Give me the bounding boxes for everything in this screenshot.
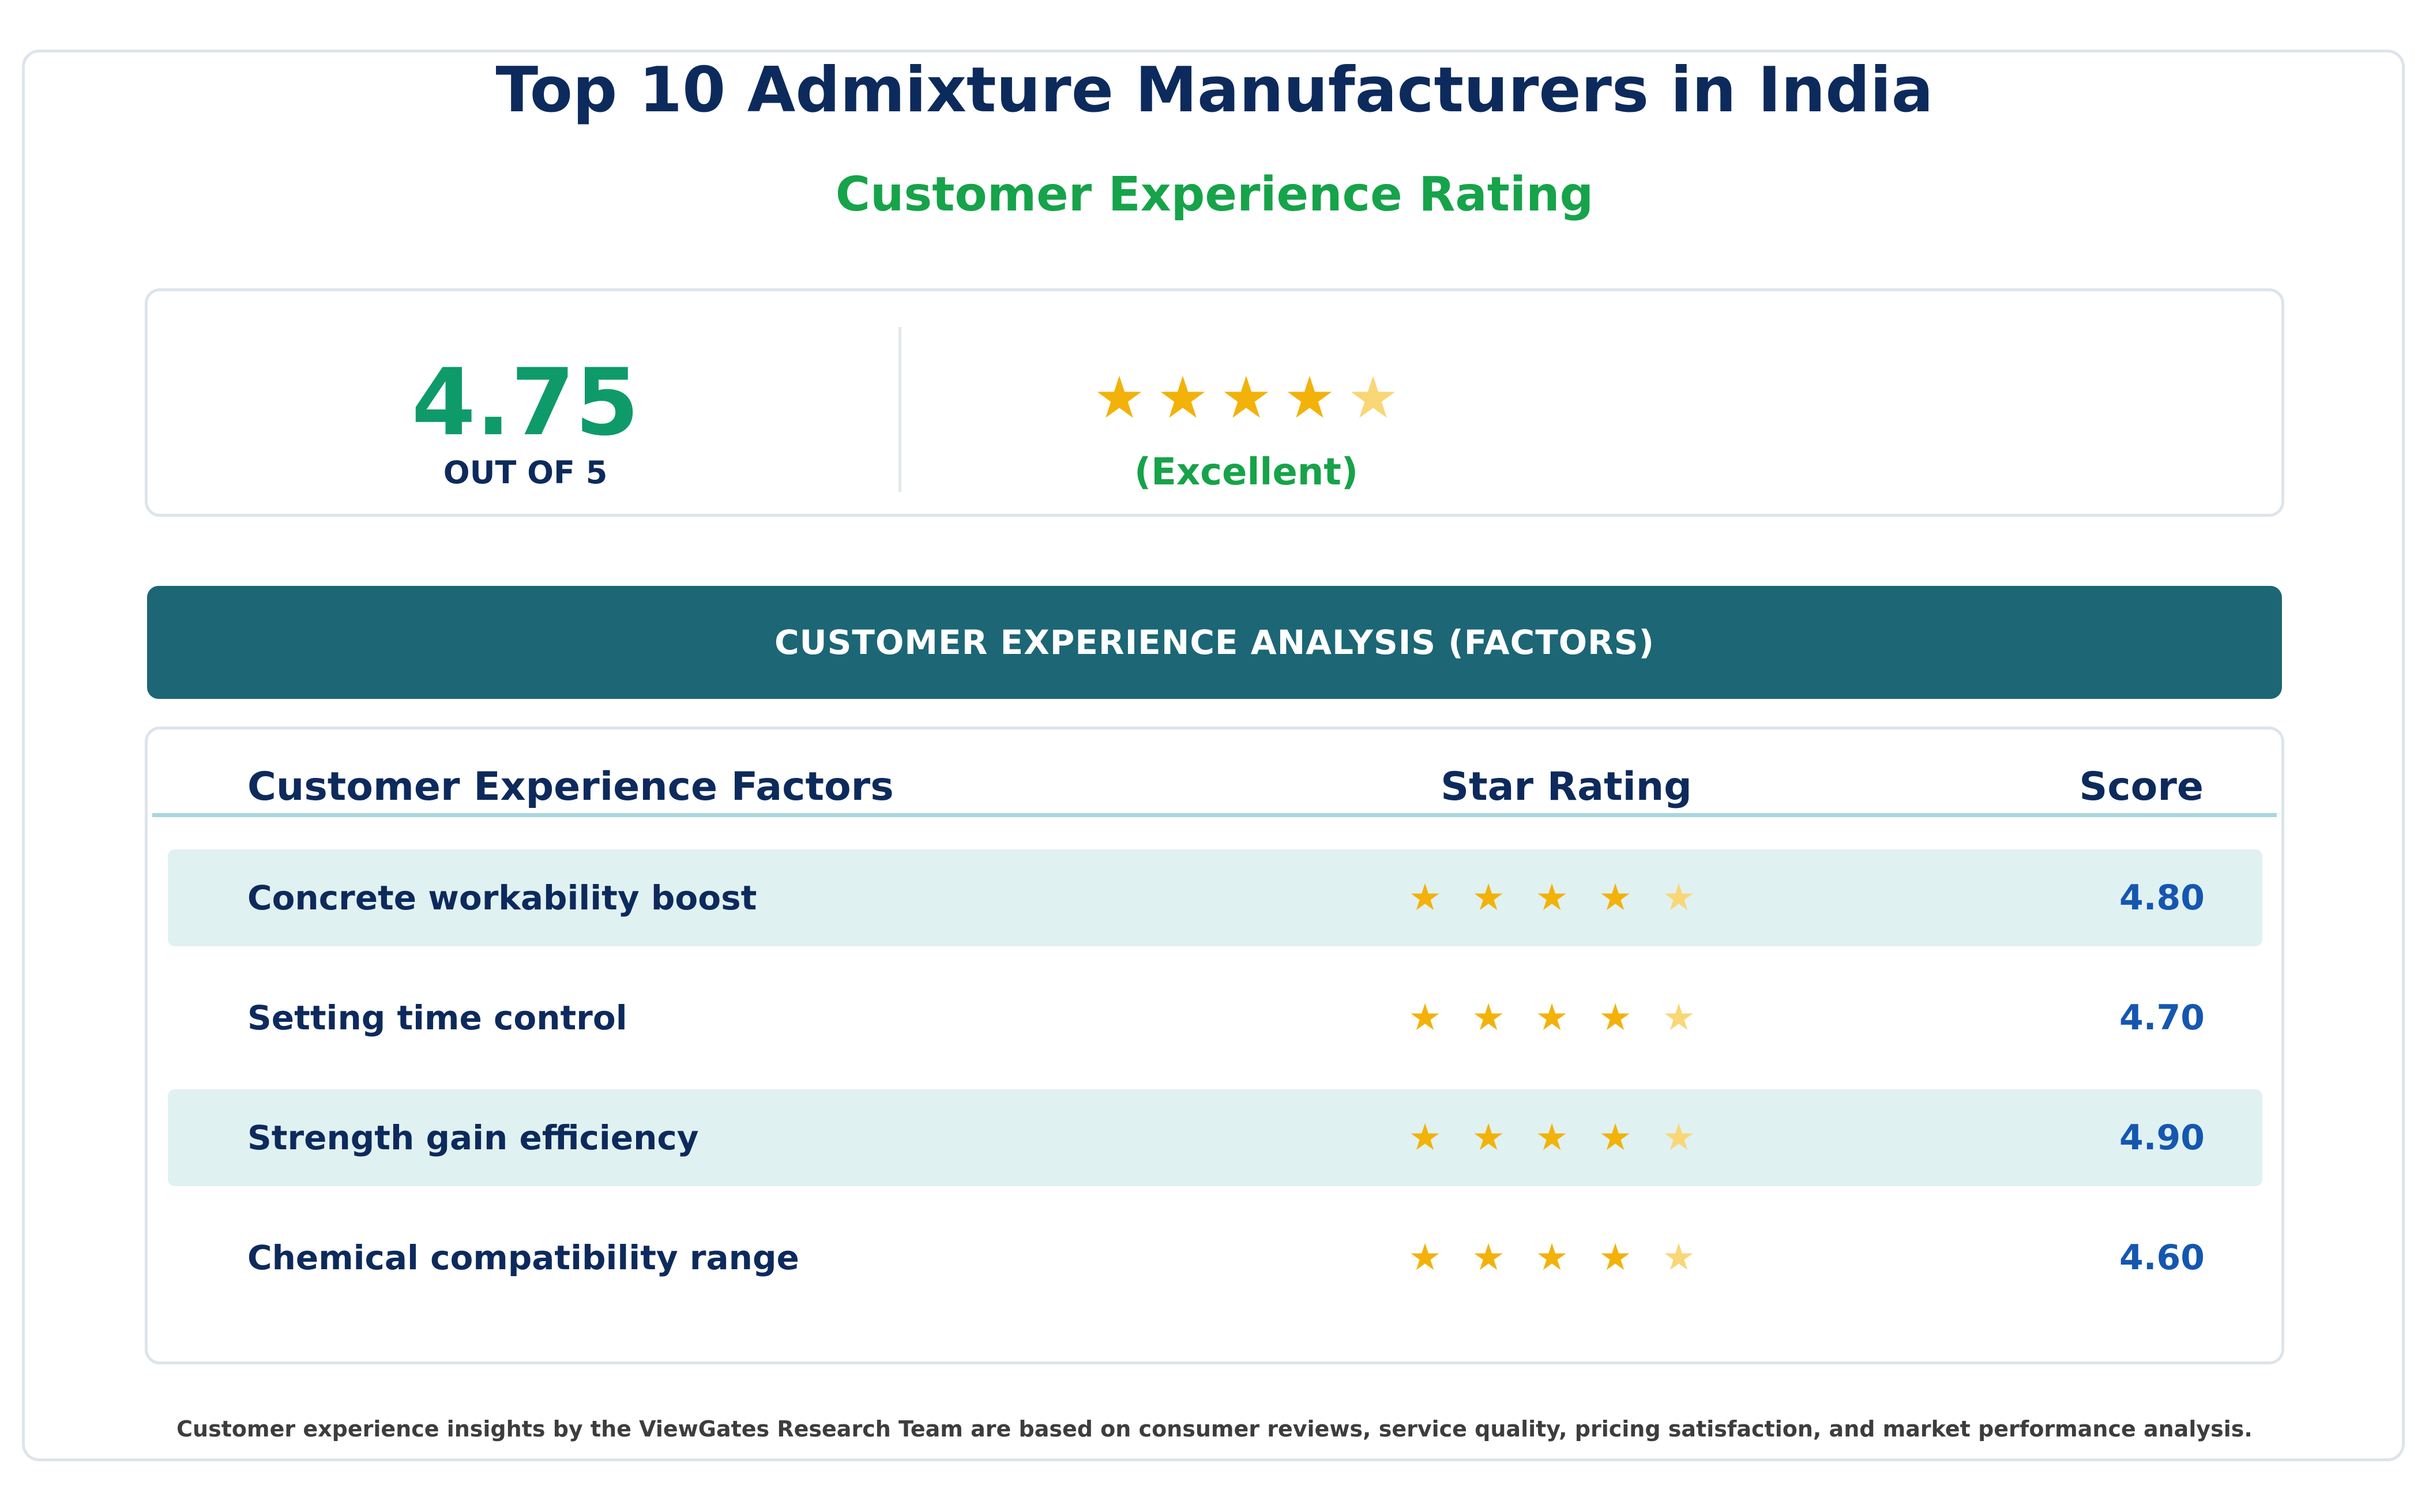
analysis-banner: CUSTOMER EXPERIENCE ANALYSIS (FACTORS) [147,586,2282,699]
overall-score: 4.75 [411,348,640,456]
factor-label: Concrete workability boost [247,878,757,917]
star-icon: ★ [1408,1236,1442,1279]
table-row: Setting time control ★ ★ ★ ★ ★ 4.70 [168,969,2262,1066]
factor-label: Strength gain efficiency [247,1118,699,1157]
star-partial-icon: ★ [1347,364,1399,431]
star-icon: ★ [1408,1116,1442,1159]
star-icon: ★ [1408,996,1442,1039]
page-title: Top 10 Admixture Manufacturers in India [495,54,1934,126]
table-row: Strength gain efficiency ★ ★ ★ ★ ★ 4.90 [168,1089,2262,1186]
row-star-rating: ★ ★ ★ ★ ★ [1393,969,1710,1066]
column-header-star-rating: Star Rating [1441,764,1692,810]
star-partial-icon: ★ [1662,1236,1695,1279]
star-icon: ★ [1472,1236,1505,1279]
table-row: Chemical compatibility range ★ ★ ★ ★ ★ 4.60 [168,1209,2262,1306]
row-star-rating: ★ ★ ★ ★ ★ [1393,849,1710,946]
factor-label: Chemical compatibility range [247,1238,799,1277]
page-subtitle: Customer Experience Rating [835,167,1594,222]
star-partial-icon: ★ [1662,996,1695,1039]
table-row: Concrete workability boost ★ ★ ★ ★ ★ 4.80 [168,849,2262,946]
star-icon: ★ [1535,996,1569,1039]
star-icon: ★ [1599,996,1632,1039]
star-icon: ★ [1599,1236,1632,1279]
star-icon: ★ [1535,1116,1569,1159]
star-icon: ★ [1599,877,1632,919]
star-icon: ★ [1472,1116,1505,1159]
factor-score: 4.60 [2119,1238,2205,1278]
summary-divider [898,327,901,492]
column-header-factors: Customer Experience Factors [247,764,894,810]
rating-verdict: (Excellent) [1134,451,1359,494]
star-icon: ★ [1220,364,1272,431]
factor-score: 4.90 [2119,1118,2205,1158]
factor-label: Setting time control [247,998,627,1037]
star-partial-icon: ★ [1662,1116,1695,1159]
factor-score: 4.80 [2119,878,2205,918]
row-star-rating: ★ ★ ★ ★ ★ [1393,1089,1710,1186]
star-icon: ★ [1599,1116,1632,1159]
star-icon: ★ [1472,877,1505,919]
star-icon: ★ [1535,877,1569,919]
star-icon: ★ [1284,364,1336,431]
footnote: Customer experience insights by the View… [176,1416,2253,1442]
factor-score: 4.70 [2119,998,2205,1038]
star-icon: ★ [1472,996,1505,1039]
out-of-label: OUT OF 5 [443,454,608,491]
star-icon: ★ [1535,1236,1569,1279]
overall-rating-card: 4.75 OUT OF 5 ★ ★ ★ ★ ★ (Excellent) [145,288,2284,517]
overall-star-rating: ★ ★ ★ ★ ★ [1088,363,1405,432]
star-icon: ★ [1093,364,1145,431]
factors-table: Customer Experience Factors Star Rating … [145,727,2284,1364]
header-divider [152,813,2277,817]
star-icon: ★ [1408,877,1442,919]
column-header-score: Score [2079,764,2204,810]
row-star-rating: ★ ★ ★ ★ ★ [1393,1209,1710,1306]
star-partial-icon: ★ [1662,877,1695,919]
star-icon: ★ [1157,364,1209,431]
